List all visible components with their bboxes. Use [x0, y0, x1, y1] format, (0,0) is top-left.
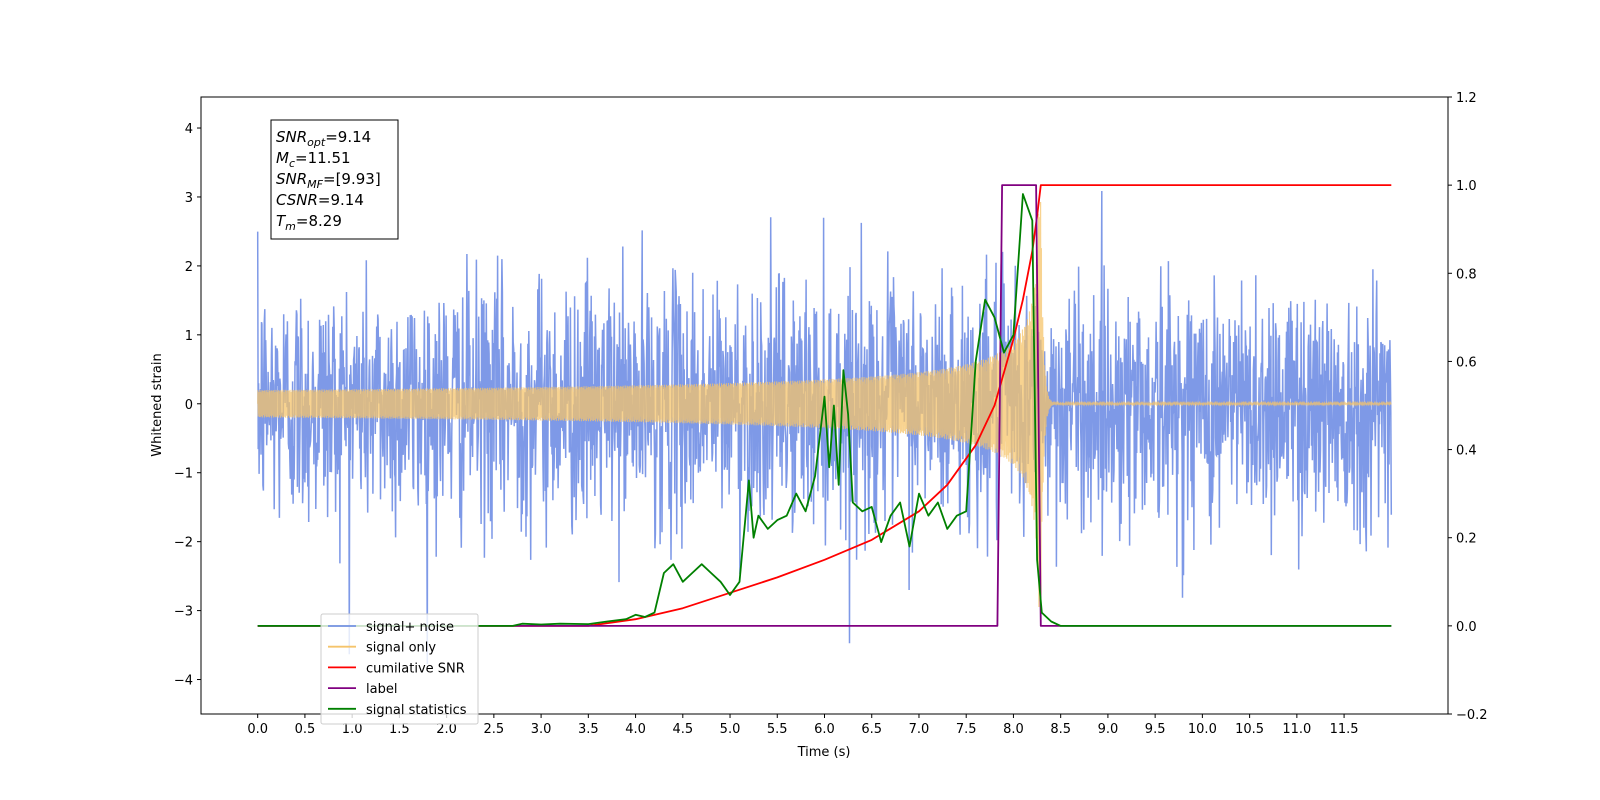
legend-entry: label [366, 682, 397, 697]
x-axis: 0.0 0.5 1.0 1.5 2.0 2.5 3.0 3.5 4.0 4.5 5.0 5.5 6.0 6… [247, 714, 1359, 737]
y2-tick-label: 0.2 [1456, 532, 1477, 547]
y-tick-label: 1 [185, 329, 193, 344]
y-tick-label: −2 [174, 536, 193, 551]
series-signal-statistics [257, 193, 1392, 627]
series-signal-only [257, 201, 1392, 608]
info-line: CSNR=9.14 [276, 191, 364, 209]
y2-tick-label: 0.6 [1456, 355, 1477, 370]
info-line: Mc=11.51 [276, 149, 351, 170]
y2-tick-label: 0.8 [1456, 267, 1477, 282]
info-box: SNRopt=9.14Mc=11.51SNRMF=[9.93]CSNR=9.14… [270, 119, 399, 240]
legend: signal+ noise signal only cumilative SNR la… [320, 613, 479, 725]
x-tick-label: 8.0 [1003, 722, 1024, 737]
info-box-frame [270, 119, 399, 240]
y-tick-label: 3 [185, 191, 193, 206]
x-tick-label: 4.0 [625, 722, 646, 737]
x-tick-label: 9.0 [1098, 722, 1119, 737]
y2-tick-label: 1.2 [1456, 91, 1477, 106]
x-tick-label: 8.5 [1050, 722, 1071, 737]
x-tick-label: 10.5 [1235, 722, 1264, 737]
info-line: Tm=8.29 [276, 212, 342, 233]
x-tick-label: 11.0 [1282, 722, 1311, 737]
info-line: SNRMF=[9.93] [276, 170, 381, 191]
y-axis-left: 4 3 2 1 0 −1 −2 −3 −4 [174, 122, 201, 689]
x-tick-label: 0.0 [247, 722, 268, 737]
y-tick-label: −1 [174, 467, 193, 482]
legend-entry: signal statistics [366, 703, 467, 718]
x-tick-label: 3.0 [531, 722, 552, 737]
x-tick-label: 7.0 [909, 722, 930, 737]
legend-frame [320, 613, 479, 725]
y-tick-label: −4 [174, 674, 193, 689]
x-tick-label: 5.5 [767, 722, 788, 737]
x-tick-label: 7.5 [956, 722, 977, 737]
legend-entry: signal+ noise [366, 620, 454, 635]
legend-entry: cumilative SNR [366, 661, 465, 676]
y2-tick-label: 0.4 [1456, 444, 1477, 459]
x-tick-label: 1.5 [389, 722, 410, 737]
x-tick-label: 5.0 [720, 722, 741, 737]
y-tick-label: 0 [185, 398, 193, 413]
x-tick-label: 2.0 [436, 722, 457, 737]
legend-entry: signal only [366, 641, 436, 656]
x-tick-label: 0.5 [295, 722, 316, 737]
x-tick-label: 6.0 [814, 722, 835, 737]
y2-tick-label: 0.0 [1456, 620, 1477, 635]
y-tick-label: 4 [185, 122, 193, 137]
x-tick-label: 1.0 [342, 722, 363, 737]
x-tick-label: 4.5 [672, 722, 693, 737]
x-tick-label: 11.5 [1330, 722, 1359, 737]
x-tick-label: 2.5 [484, 722, 505, 737]
x-tick-label: 10.0 [1188, 722, 1217, 737]
info-line: SNRopt=9.14 [276, 128, 371, 149]
x-tick-label: 3.5 [578, 722, 599, 737]
y-tick-label: 2 [185, 260, 193, 275]
x-tick-label: 6.5 [861, 722, 882, 737]
y2-tick-label: 1.0 [1456, 179, 1477, 194]
y2-tick-label: −0.2 [1456, 708, 1488, 723]
y-axis-label: Whitened strain [150, 353, 165, 456]
x-axis-label: Time (s) [797, 745, 851, 760]
x-tick-label: 9.5 [1145, 722, 1166, 737]
y-tick-label: −3 [174, 605, 193, 620]
plot-area [256, 184, 1393, 665]
y-axis-right: 1.2 1.0 0.8 0.6 0.4 0.2 0.0 −0.2 [1448, 91, 1488, 723]
